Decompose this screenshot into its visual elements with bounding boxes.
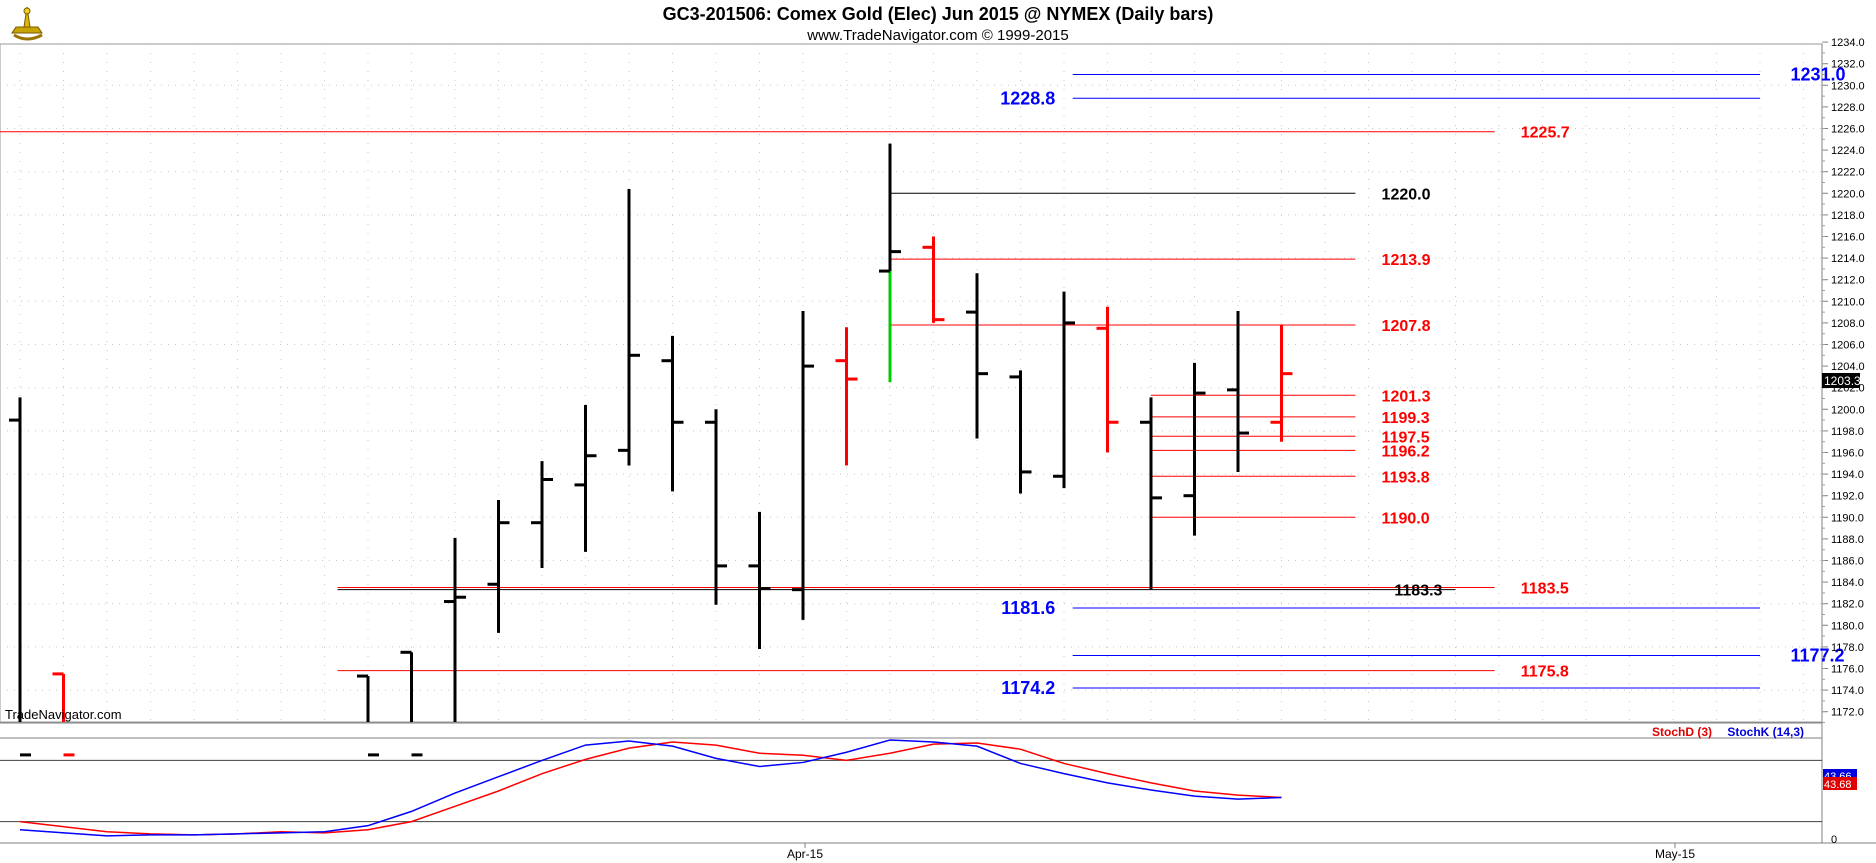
y-tick-label: 1184.0 xyxy=(1831,577,1864,589)
level-label: 1207.8 xyxy=(1382,318,1431,335)
y-tick-label: 1174.0 xyxy=(1831,685,1864,697)
y-tick-label: 1198.0 xyxy=(1831,426,1864,438)
header-background xyxy=(0,0,1876,44)
level-label: 1197.5 xyxy=(1382,429,1430,446)
y-tick-label: 1220.0 xyxy=(1831,188,1865,200)
watermark: TradeNavigator.com xyxy=(5,707,122,722)
y-tick-label: 1176.0 xyxy=(1831,664,1864,676)
y-tick-label: 1228.0 xyxy=(1831,102,1865,114)
y-tick-label: 1216.0 xyxy=(1831,232,1865,244)
chart-title: GC3-201506: Comex Gold (Elec) Jun 2015 @… xyxy=(663,4,1214,24)
y-tick-label: 1210.0 xyxy=(1831,296,1865,308)
y-tick-label: 1232.0 xyxy=(1831,59,1865,71)
stoch-d-line xyxy=(19,741,1282,836)
y-tick-label: 1200.0 xyxy=(1831,404,1865,416)
level-label: 1199.3 xyxy=(1382,410,1430,427)
y-tick-label: 1172.0 xyxy=(1831,707,1864,719)
y-tick-label: 1190.0 xyxy=(1831,512,1864,524)
current-price-label: 1203.3 xyxy=(1824,374,1861,388)
y-tick-label: 1222.0 xyxy=(1831,167,1865,179)
stoch-d-legend: StochD (3) xyxy=(1652,725,1712,739)
level-lines: 1231.0 1228.8 1225.7 1220.0 1213.9 1207.8 1201… xyxy=(0,65,1846,698)
y-tick-label: 1196.0 xyxy=(1831,448,1864,460)
y-tick-label: 1188.0 xyxy=(1831,534,1864,546)
y-tick-label: 1180.0 xyxy=(1831,620,1864,632)
y-tick-label: 1186.0 xyxy=(1831,556,1864,568)
level-label: 1177.2 xyxy=(1790,646,1844,666)
y-tick-label: 1182.0 xyxy=(1831,599,1864,611)
y-tick-label: 1192.0 xyxy=(1831,491,1864,503)
y-tick-label: 1204.0 xyxy=(1831,361,1865,373)
y-tick-label: 1212.0 xyxy=(1831,275,1865,287)
x-tick-label: May-15 xyxy=(1655,847,1695,861)
level-label: 1181.6 xyxy=(1001,598,1055,618)
y-tick-label: 1226.0 xyxy=(1831,124,1865,136)
y-tick-label: 1208.0 xyxy=(1831,318,1865,330)
level-label: 1190.0 xyxy=(1382,510,1430,527)
y-tick-label: 1206.0 xyxy=(1831,340,1865,352)
level-label: 1231.0 xyxy=(1790,65,1845,85)
y-tick-label: 1230.0 xyxy=(1831,80,1865,92)
level-label: 1193.8 xyxy=(1382,469,1430,486)
level-label: 1220.0 xyxy=(1382,186,1431,203)
level-label: 1175.8 xyxy=(1521,664,1569,681)
y-tick-label: 1214.0 xyxy=(1831,253,1865,265)
x-tick-label: Apr-15 xyxy=(787,847,823,861)
level-label: 1228.8 xyxy=(1000,88,1055,108)
price-pane-border xyxy=(0,43,1823,723)
stoch-k-line xyxy=(19,739,1282,837)
grid xyxy=(0,44,1822,722)
y-tick-label: 1178.0 xyxy=(1831,642,1864,654)
chart-subtitle: www.TradeNavigator.com © 1999-2015 xyxy=(806,27,1068,44)
x-axis: Apr-15 May-15 xyxy=(787,843,1695,861)
level-label: 1174.2 xyxy=(1001,678,1055,698)
y-tick-label: 1224.0 xyxy=(1831,145,1865,157)
level-label: 1183.3 xyxy=(1394,583,1442,600)
stoch-d-value: 43.68 xyxy=(1824,779,1852,791)
y-axis: 1172.0 1174.0 1176.0 1178.0 1180.0 1182.0 1184… xyxy=(1822,37,1865,723)
level-label: 1225.7 xyxy=(1521,125,1570,142)
stoch-k-legend: StochK (14,3) xyxy=(1727,725,1804,739)
price-bars xyxy=(9,143,1293,757)
level-label: 1201.3 xyxy=(1382,388,1431,405)
stoch-axis-label: 0 xyxy=(1831,834,1837,846)
level-label: 1213.9 xyxy=(1382,252,1431,269)
y-tick-label: 1194.0 xyxy=(1831,469,1864,481)
stoch-d-badge xyxy=(1823,777,1857,790)
level-label: 1183.5 xyxy=(1521,581,1569,598)
stochastic-pane: 0 xyxy=(0,739,1837,846)
sextant-icon xyxy=(11,6,43,41)
y-tick-label: 1218.0 xyxy=(1831,210,1865,222)
current-price-badge xyxy=(1822,373,1860,388)
y-tick-label: 1234.0 xyxy=(1831,37,1865,49)
level-label: 1196.2 xyxy=(1382,443,1430,460)
